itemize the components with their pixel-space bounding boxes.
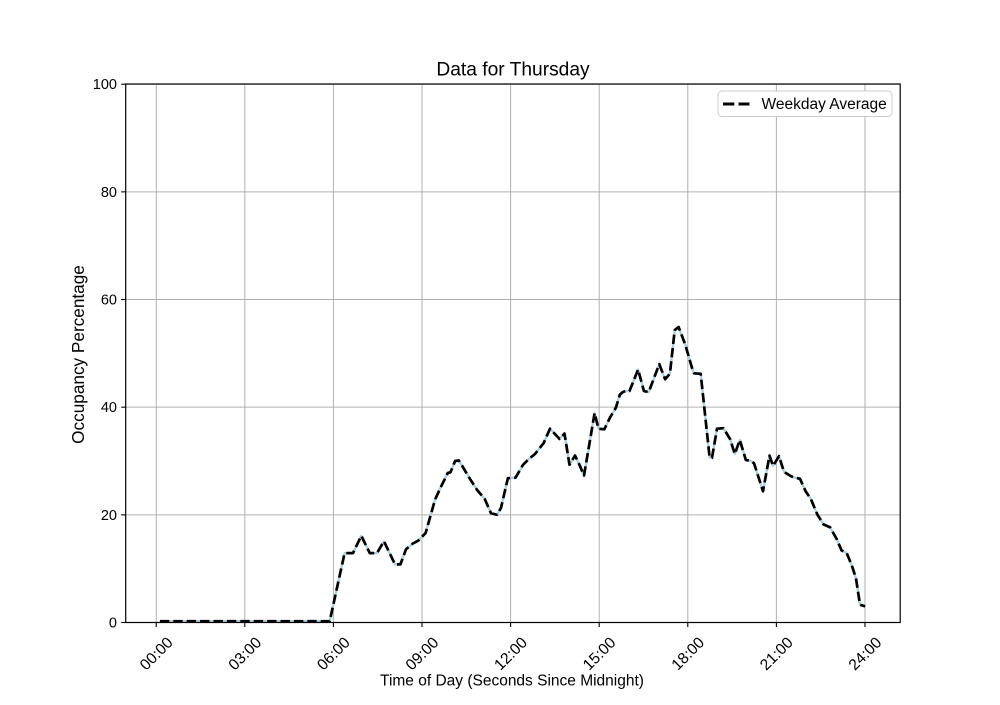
svg-text:20: 20 xyxy=(101,508,117,524)
svg-text:80: 80 xyxy=(101,185,117,201)
svg-text:40: 40 xyxy=(101,400,117,416)
svg-text:100: 100 xyxy=(93,77,117,93)
svg-text:Time of Day (Seconds Since Mid: Time of Day (Seconds Since Midnight) xyxy=(380,673,644,690)
svg-text:60: 60 xyxy=(101,293,117,309)
svg-text:Weekday Average: Weekday Average xyxy=(762,96,887,113)
svg-text:0: 0 xyxy=(109,616,117,632)
svg-text:Data for Thursday: Data for Thursday xyxy=(436,60,590,81)
svg-text:Occupancy Percentage: Occupancy Percentage xyxy=(68,265,88,444)
